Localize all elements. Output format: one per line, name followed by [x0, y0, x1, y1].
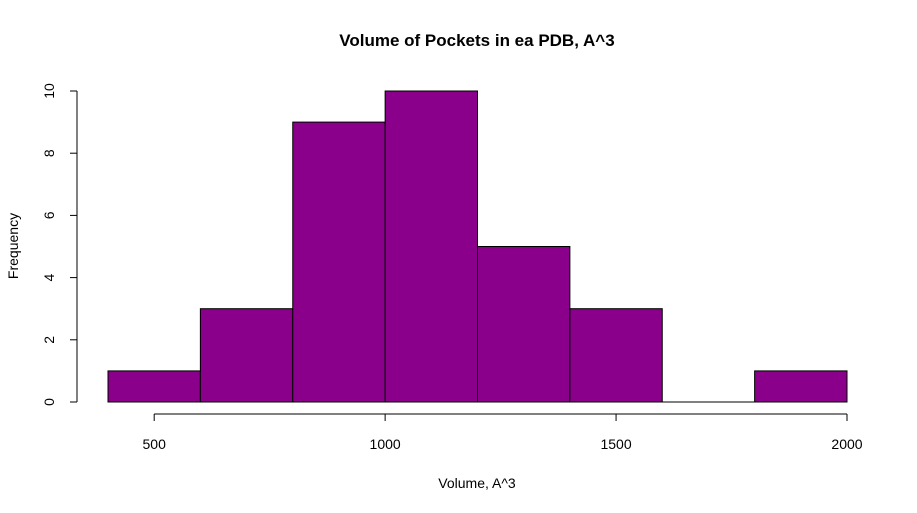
x-axis: 500 1000 1500 2000: [143, 413, 863, 452]
x-tick-label: 2000: [831, 436, 862, 452]
histogram-bar: [199, 308, 294, 403]
y-axis-label: Frequency: [5, 213, 21, 279]
histogram-bar: [292, 121, 386, 403]
y-tick-label: 10: [41, 83, 57, 99]
y-tick-label: 8: [41, 149, 57, 157]
x-tick-label: 500: [143, 436, 167, 452]
y-tick-label: 2: [41, 336, 57, 344]
x-tick-label: 1500: [600, 436, 631, 452]
x-axis-label: Volume, A^3: [438, 475, 516, 491]
y-axis: 0 2 4 6 8 10: [41, 83, 78, 406]
histogram-bar: [754, 370, 848, 403]
histogram-bar: [384, 90, 478, 403]
y-tick-label: 0: [41, 398, 57, 406]
histogram-bar: [477, 246, 571, 403]
y-tick-label: 4: [41, 273, 57, 281]
x-tick-label: 1000: [370, 436, 401, 452]
chart-title: Volume of Pockets in ea PDB, A^3: [339, 31, 614, 50]
histogram-bar: [569, 308, 663, 403]
bars-group: [107, 90, 848, 403]
y-tick-label: 6: [41, 211, 57, 219]
histogram-bar: [107, 370, 201, 403]
